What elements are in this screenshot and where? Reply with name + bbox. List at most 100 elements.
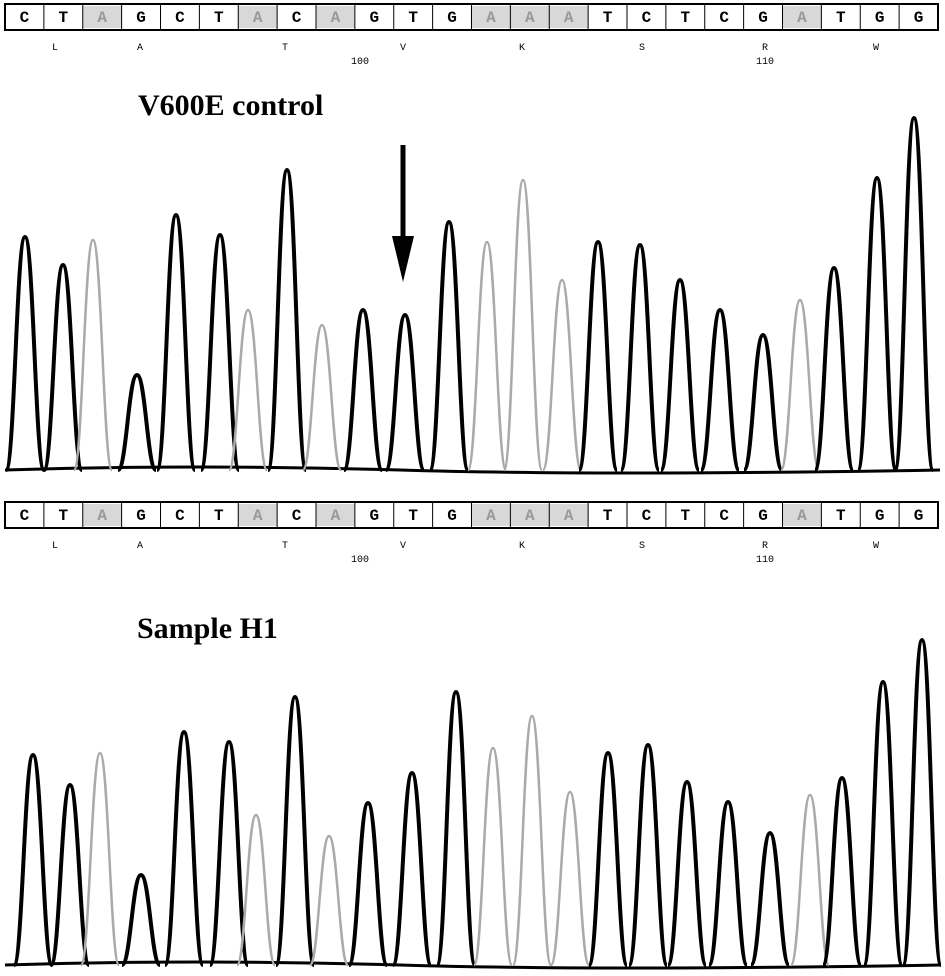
- base-letter: C: [20, 507, 30, 525]
- trace-peak: [274, 694, 316, 967]
- base-letter: G: [758, 507, 768, 525]
- trace-peak: [779, 298, 821, 472]
- base-letter: T: [408, 507, 418, 525]
- base-cell: [782, 6, 822, 28]
- trace-peak: [666, 779, 708, 967]
- base-letter: C: [642, 507, 652, 525]
- residue-label: W: [873, 541, 879, 552]
- trace-peak: [120, 872, 162, 967]
- trace-peak: [4, 234, 46, 472]
- trace-peak: [49, 782, 91, 967]
- base-letter: A: [253, 9, 263, 27]
- base-cell: [549, 504, 589, 526]
- base-letter: G: [136, 9, 146, 27]
- residue-label: L: [52, 43, 58, 54]
- base-cell: [316, 504, 355, 526]
- base-letter: A: [525, 507, 535, 525]
- base-cell: [82, 6, 122, 28]
- base-cell: [471, 6, 511, 28]
- baseline: [4, 960, 941, 970]
- base-cell: [510, 6, 550, 28]
- trace-peak: [862, 679, 904, 967]
- base-letter: G: [875, 9, 885, 27]
- trace-peak: [435, 689, 477, 967]
- residue-label: S: [639, 541, 645, 552]
- trace-peak: [893, 115, 935, 472]
- trace-peak: [813, 265, 855, 472]
- trace-peak: [541, 278, 583, 472]
- trace-peak: [208, 739, 250, 967]
- trace-peak: [619, 242, 661, 472]
- base-letter: C: [175, 9, 185, 27]
- trace-peak: [79, 751, 121, 967]
- trace-peak: [12, 752, 54, 967]
- trace-peak: [116, 372, 158, 472]
- position-label: 100: [351, 57, 369, 68]
- base-cell: [549, 6, 589, 28]
- base-letter: G: [875, 507, 885, 525]
- trace-peak: [472, 746, 514, 967]
- position-label: 110: [756, 555, 774, 566]
- base-letter: T: [681, 9, 691, 27]
- base-letter: G: [136, 507, 146, 525]
- residue-label: L: [52, 541, 58, 552]
- base-cell: [471, 504, 511, 526]
- base-letter: T: [836, 9, 846, 27]
- trace-peak: [627, 742, 669, 967]
- residue-label: K: [519, 541, 525, 552]
- base-letter: T: [59, 9, 69, 27]
- trace-peak: [821, 775, 863, 967]
- trace-peak: [384, 312, 426, 472]
- trace-peak: [707, 799, 749, 967]
- base-letter: G: [370, 507, 380, 525]
- base-letter: T: [59, 507, 69, 525]
- base-letter: T: [214, 507, 224, 525]
- trace-peak: [789, 793, 831, 967]
- base-letter: T: [214, 9, 224, 27]
- base-cell: [510, 504, 550, 526]
- residue-label: K: [519, 43, 525, 54]
- residue-label: W: [873, 43, 879, 54]
- trace-peak: [699, 307, 741, 472]
- residue-label: A: [137, 43, 143, 54]
- base-letter: A: [97, 9, 107, 27]
- trace-peak: [502, 178, 544, 472]
- trace-peak: [856, 175, 898, 472]
- trace-peak: [72, 238, 114, 472]
- base-letter: C: [719, 507, 729, 525]
- baseline: [4, 465, 941, 475]
- residue-label: T: [282, 43, 288, 54]
- residue-label: V: [400, 43, 406, 54]
- base-letter: C: [642, 9, 652, 27]
- residue-label: R: [762, 43, 768, 54]
- trace-peak: [742, 332, 784, 472]
- trace-peak: [199, 232, 241, 472]
- base-letter: C: [175, 507, 185, 525]
- base-letter: A: [564, 507, 574, 525]
- trace-peak: [155, 212, 197, 472]
- trace-peak: [587, 750, 629, 967]
- base-letter: C: [719, 9, 729, 27]
- residue-label: T: [282, 541, 288, 552]
- base-letter: G: [370, 9, 380, 27]
- base-letter: G: [447, 507, 457, 525]
- base-letter: A: [797, 9, 807, 27]
- base-letter: A: [486, 507, 496, 525]
- base-cell: [82, 504, 122, 526]
- base-letter: C: [292, 9, 302, 27]
- panel-title: V600E control: [138, 89, 323, 122]
- residue-label: R: [762, 541, 768, 552]
- trace-peak: [308, 834, 350, 967]
- base-letter: T: [408, 9, 418, 27]
- position-label: 100: [351, 555, 369, 566]
- base-letter: A: [97, 507, 107, 525]
- trace-peak: [301, 323, 343, 472]
- position-label: 110: [756, 57, 774, 68]
- trace-peak: [227, 308, 269, 472]
- trace-peak: [511, 714, 553, 967]
- trace-peak: [266, 167, 308, 472]
- base-cell: [782, 504, 822, 526]
- trace-peak: [163, 729, 205, 967]
- trace-peak: [428, 219, 470, 472]
